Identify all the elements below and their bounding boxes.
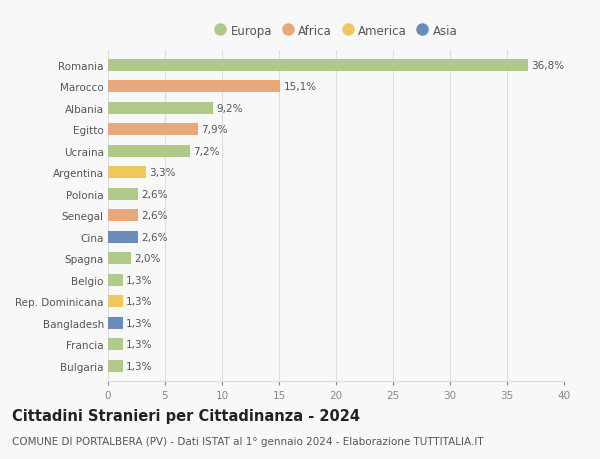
Text: 2,6%: 2,6% (141, 232, 167, 242)
Bar (108, 296, 123, 308)
Bar (108, 167, 146, 179)
Bar (108, 274, 123, 286)
Bar (108, 188, 137, 200)
Bar (108, 210, 137, 222)
Text: 2,0%: 2,0% (134, 254, 161, 263)
Text: Cittadini Stranieri per Cittadinanza - 2024: Cittadini Stranieri per Cittadinanza - 2… (12, 409, 360, 424)
Text: 2,6%: 2,6% (141, 211, 167, 221)
Bar (108, 102, 213, 114)
Bar (108, 231, 137, 243)
Bar (108, 146, 190, 157)
Bar (108, 360, 123, 372)
Legend: Europa, Africa, America, Asia: Europa, Africa, America, Asia (214, 25, 458, 38)
Bar (108, 124, 198, 136)
Text: 15,1%: 15,1% (284, 82, 317, 92)
Bar (108, 339, 123, 350)
Text: 1,3%: 1,3% (126, 361, 153, 371)
Text: 7,9%: 7,9% (202, 125, 228, 135)
Text: 7,2%: 7,2% (193, 146, 220, 157)
Text: 36,8%: 36,8% (531, 61, 564, 71)
Text: 1,3%: 1,3% (126, 340, 153, 349)
Bar (108, 253, 131, 264)
Bar (108, 81, 280, 93)
Text: 1,3%: 1,3% (126, 318, 153, 328)
Text: 3,3%: 3,3% (149, 168, 176, 178)
Text: COMUNE DI PORTALBERA (PV) - Dati ISTAT al 1° gennaio 2024 - Elaborazione TUTTITA: COMUNE DI PORTALBERA (PV) - Dati ISTAT a… (12, 436, 484, 446)
Text: 9,2%: 9,2% (217, 103, 243, 113)
Text: 1,3%: 1,3% (126, 297, 153, 307)
Bar (108, 317, 123, 329)
Text: 2,6%: 2,6% (141, 189, 167, 199)
Bar (108, 60, 527, 72)
Text: 1,3%: 1,3% (126, 275, 153, 285)
